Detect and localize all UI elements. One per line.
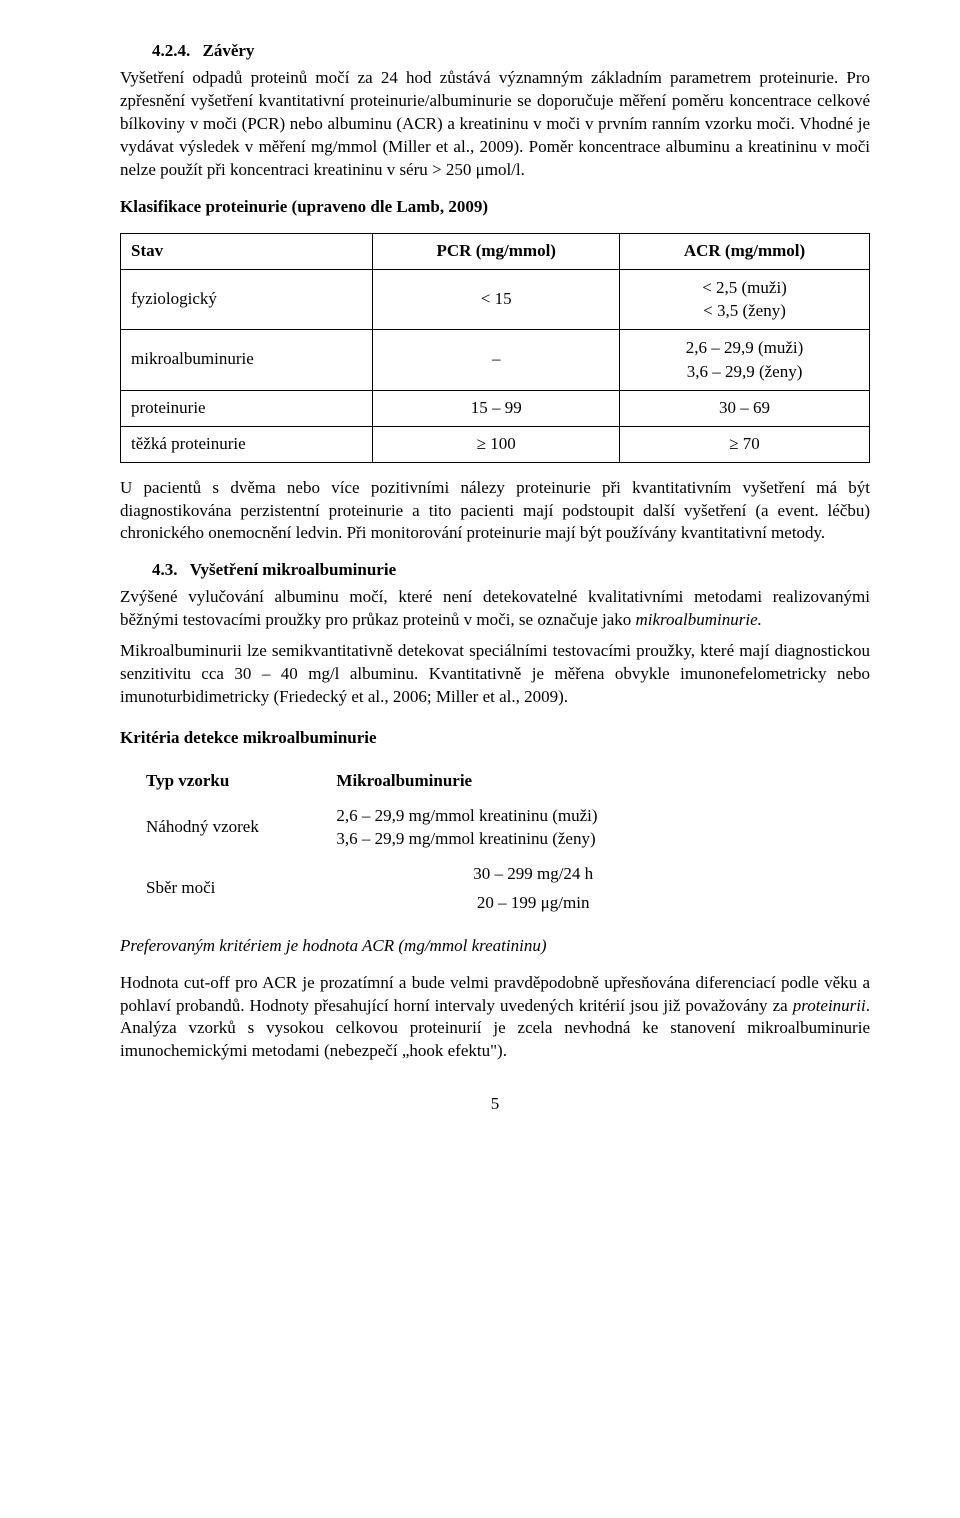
cell-pcr: 15 – 99 — [373, 390, 620, 426]
cell-acr: 2,6 – 29,9 (muži) 3,6 – 29,9 (ženy) — [620, 330, 870, 391]
section-424-heading: 4.2.4. Závěry — [120, 40, 870, 63]
criteria-table: Typ vzorku Mikroalbuminurie Náhodný vzor… — [138, 764, 738, 921]
table-row: proteinurie 15 – 99 30 – 69 — [121, 390, 870, 426]
section-424-num: 4.2.4. — [152, 40, 190, 63]
p3-a: Hodnota cut-off pro ACR je prozatímní a … — [120, 973, 870, 1015]
section-43-heading: 4.3. Vyšetření mikroalbuminurie — [120, 559, 870, 582]
section-43-p3: Hodnota cut-off pro ACR je prozatímní a … — [120, 972, 870, 1064]
section-43-title: Vyšetření mikroalbuminurie — [190, 560, 396, 579]
criteria-value: 30 – 299 mg/24 h — [336, 863, 730, 892]
cell-label: mikroalbuminurie — [121, 330, 373, 391]
criteria-caption: Kritéria detekce mikroalbuminurie — [120, 727, 870, 750]
table-header-row: Stav PCR (mg/mmol) ACR (mg/mmol) — [121, 233, 870, 269]
acr-line: 3,6 – 29,9 (ženy) — [630, 360, 859, 384]
th-stav: Stav — [121, 233, 373, 269]
section-424-p2: U pacientů s dvěma nebo více pozitivními… — [120, 477, 870, 546]
acr-line: < 2,5 (muži) — [630, 276, 859, 300]
classification-table: Stav PCR (mg/mmol) ACR (mg/mmol) fyziolo… — [120, 233, 870, 463]
section-424-title: Závěry — [203, 41, 255, 60]
cell-label: fyziologický — [121, 269, 373, 330]
cell-label: proteinurie — [121, 390, 373, 426]
criteria-label: Náhodný vzorek — [138, 799, 328, 857]
criteria-row: Sběr moči 30 – 299 mg/24 h 20 – 199 μg/m… — [138, 857, 738, 921]
criteria-row: Náhodný vzorek 2,6 – 29,9 mg/mmol kreati… — [138, 799, 738, 857]
cell-acr: ≥ 70 — [620, 426, 870, 462]
p1-b: mikroalbuminurie. — [636, 610, 762, 629]
acr-line: < 3,5 (ženy) — [630, 299, 859, 323]
criteria-values: 30 – 299 mg/24 h 20 – 199 μg/min — [328, 857, 738, 921]
th-typ: Typ vzorku — [138, 764, 328, 799]
cell-acr: < 2,5 (muži) < 3,5 (ženy) — [620, 269, 870, 330]
table-row: těžká proteinurie ≥ 100 ≥ 70 — [121, 426, 870, 462]
criteria-header-row: Typ vzorku Mikroalbuminurie — [138, 764, 738, 799]
cell-pcr: – — [373, 330, 620, 391]
criteria-value: 3,6 – 29,9 mg/mmol kreatininu (ženy) — [336, 828, 730, 851]
criteria-values: 2,6 – 29,9 mg/mmol kreatininu (muži) 3,6… — [328, 799, 738, 857]
section-424-p1: Vyšetření odpadů proteinů močí za 24 hod… — [120, 67, 870, 182]
section-43-p1: Zvýšené vylučování albuminu močí, které … — [120, 586, 870, 632]
criteria-label: Sběr moči — [138, 857, 328, 921]
table-row: fyziologický < 15 < 2,5 (muži) < 3,5 (že… — [121, 269, 870, 330]
criteria-value: 20 – 199 μg/min — [336, 892, 730, 915]
table-row: mikroalbuminurie – 2,6 – 29,9 (muži) 3,6… — [121, 330, 870, 391]
cell-acr: 30 – 69 — [620, 390, 870, 426]
cell-label: těžká proteinurie — [121, 426, 373, 462]
preferred-criterion: Preferovaným kritériem je hodnota ACR (m… — [120, 935, 870, 958]
p3-b: proteinurii — [793, 996, 866, 1015]
cell-pcr: < 15 — [373, 269, 620, 330]
criteria-value: 2,6 – 29,9 mg/mmol kreatininu (muži) — [336, 805, 730, 828]
section-43-p2: Mikroalbuminurii lze semikvantitativně d… — [120, 640, 870, 709]
acr-line: 2,6 – 29,9 (muži) — [630, 336, 859, 360]
section-43-num: 4.3. — [152, 559, 178, 582]
classification-caption: Klasifikace proteinurie (upraveno dle La… — [120, 196, 870, 219]
th-pcr: PCR (mg/mmol) — [373, 233, 620, 269]
th-acr: ACR (mg/mmol) — [620, 233, 870, 269]
th-mikro: Mikroalbuminurie — [328, 764, 738, 799]
page-number: 5 — [120, 1093, 870, 1116]
cell-pcr: ≥ 100 — [373, 426, 620, 462]
